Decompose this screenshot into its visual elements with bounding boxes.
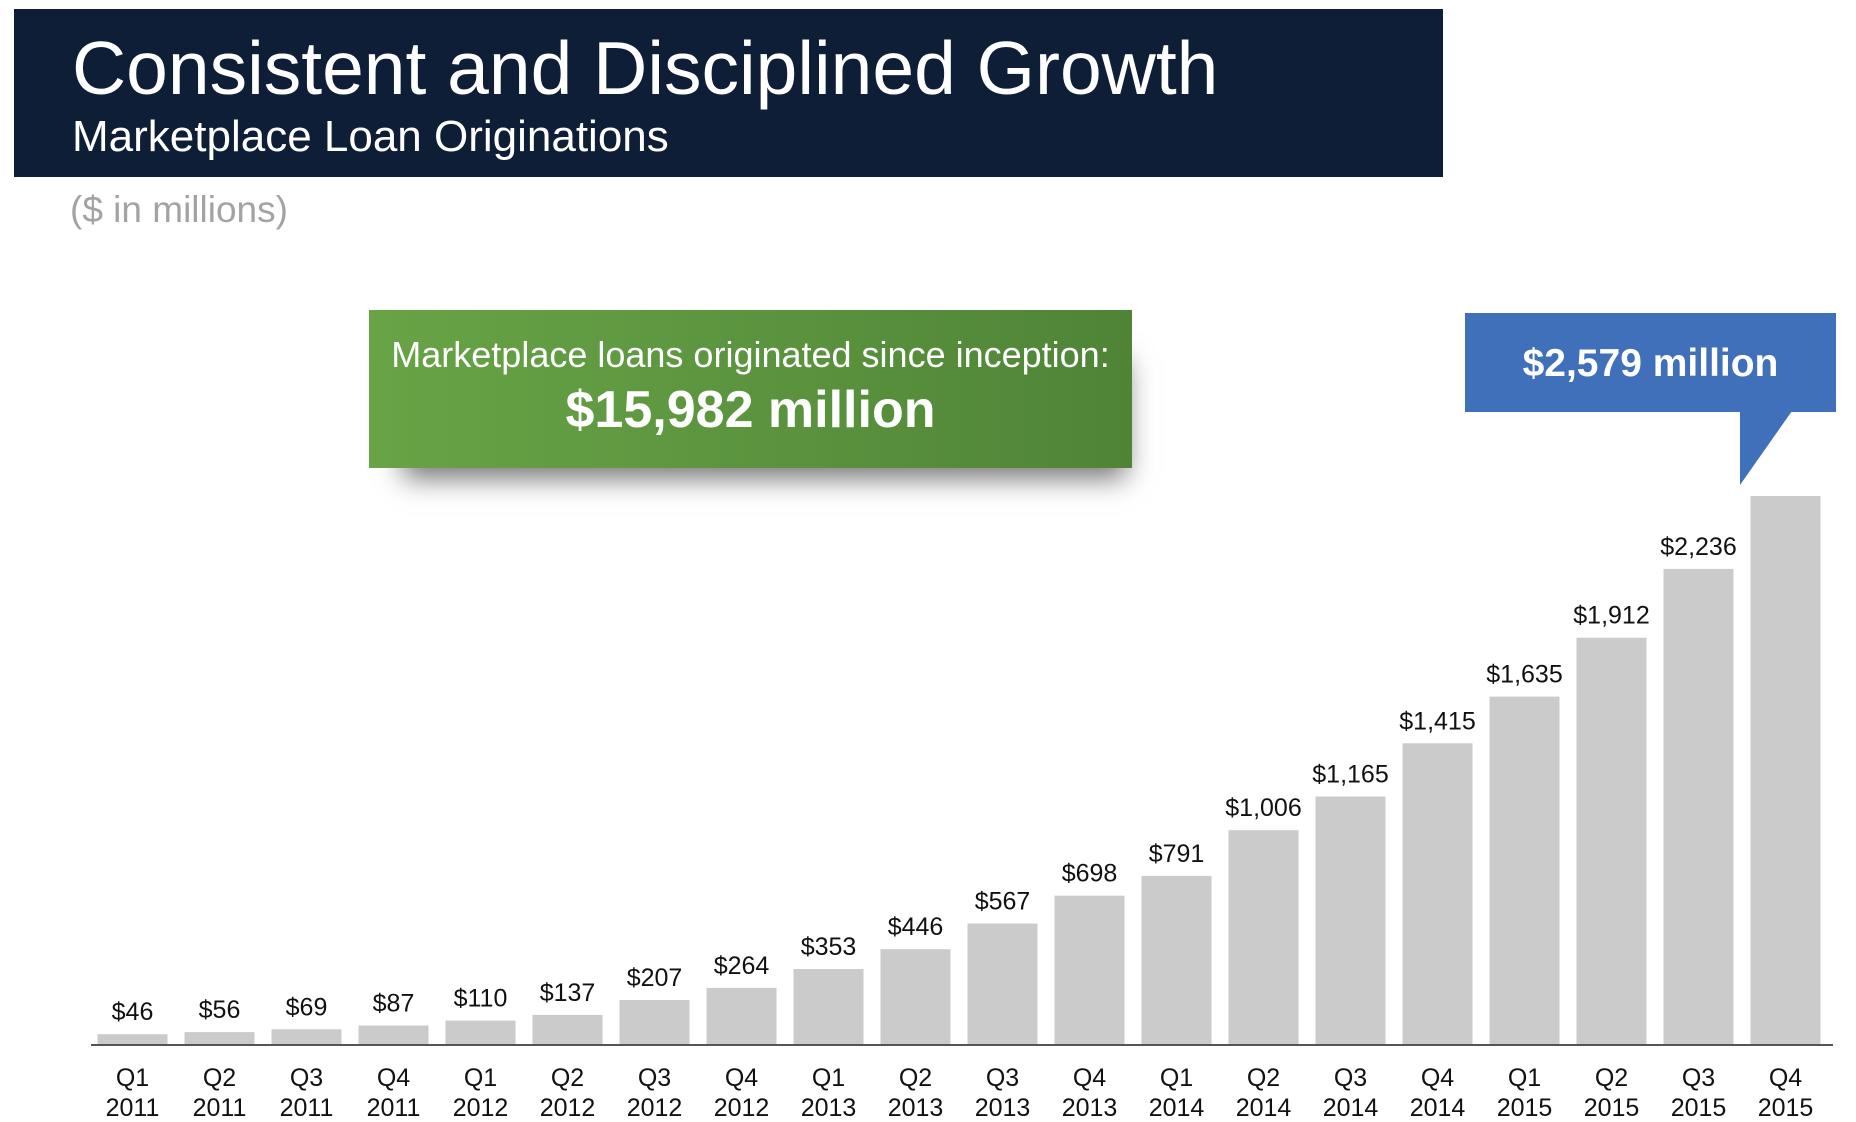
- data-label: $56: [199, 996, 241, 1024]
- bar: [1663, 568, 1734, 1044]
- bar: [184, 1032, 255, 1044]
- x-tick-label-quarter: Q3: [638, 1064, 671, 1092]
- latest-quarter-callout: $2,579 million: [1465, 313, 1836, 412]
- data-label: $567: [975, 888, 1031, 916]
- x-tick-label-quarter: Q1: [812, 1064, 845, 1092]
- data-label: $264: [714, 952, 770, 980]
- x-tick-label-year: 2012: [540, 1094, 596, 1122]
- bar: [619, 1000, 690, 1044]
- x-tick-label-year: 2012: [714, 1094, 770, 1122]
- bar: [1489, 696, 1560, 1044]
- bar: [706, 987, 777, 1044]
- x-tick-label-year: 2012: [627, 1094, 683, 1122]
- bar: [358, 1025, 429, 1044]
- x-tick-label-year: 2015: [1671, 1094, 1727, 1122]
- x-tick-label-year: 2014: [1236, 1094, 1292, 1122]
- x-tick-label-year: 2015: [1758, 1094, 1814, 1122]
- x-tick-label-quarter: Q2: [1247, 1064, 1280, 1092]
- bar: [445, 1020, 516, 1044]
- data-label: $137: [540, 979, 596, 1007]
- bar: [532, 1014, 603, 1044]
- bar: [1750, 496, 1821, 1044]
- x-tick-label-quarter: Q2: [551, 1064, 584, 1092]
- x-tick-label-quarter: Q1: [1508, 1064, 1541, 1092]
- data-label: $1,165: [1312, 761, 1388, 789]
- data-label: $1,006: [1225, 794, 1301, 822]
- bar: [97, 1034, 168, 1044]
- x-tick-label-year: 2013: [1062, 1094, 1118, 1122]
- data-label: $1,415: [1399, 707, 1475, 735]
- x-tick-label-year: 2014: [1323, 1094, 1379, 1122]
- x-tick-label-quarter: Q2: [203, 1064, 236, 1092]
- x-tick-label-quarter: Q4: [1769, 1064, 1802, 1092]
- x-tick-label-year: 2011: [280, 1094, 334, 1122]
- x-tick-label-year: 2011: [193, 1094, 247, 1122]
- data-label: $698: [1062, 860, 1118, 888]
- data-label: $446: [888, 913, 944, 941]
- x-tick-label-quarter: Q4: [377, 1064, 410, 1092]
- x-tick-label-quarter: Q1: [116, 1064, 149, 1092]
- data-label: $1,635: [1486, 661, 1562, 689]
- x-tick-label-year: 2011: [106, 1094, 160, 1122]
- data-label: $2,236: [1660, 533, 1736, 561]
- x-tick-label-quarter: Q4: [725, 1064, 758, 1092]
- data-label: $46: [112, 998, 154, 1026]
- x-tick-label-quarter: Q4: [1073, 1064, 1106, 1092]
- data-label: $207: [627, 964, 683, 992]
- x-tick-label-quarter: Q1: [1160, 1064, 1193, 1092]
- x-tick-label-quarter: Q4: [1421, 1064, 1454, 1092]
- x-tick-label-year: 2013: [801, 1094, 857, 1122]
- page-title: Consistent and Disciplined Growth: [72, 26, 1219, 110]
- data-label: $69: [286, 993, 328, 1021]
- title-banner: Consistent and Disciplined Growth Market…: [14, 9, 1443, 177]
- page-subtitle: Marketplace Loan Originations: [72, 112, 669, 161]
- x-tick-label-year: 2011: [367, 1094, 421, 1122]
- x-tick-label-year: 2013: [888, 1094, 944, 1122]
- x-tick-label-quarter: Q2: [899, 1064, 932, 1092]
- bar: [1315, 796, 1386, 1044]
- x-tick-label-quarter: Q3: [1682, 1064, 1715, 1092]
- bar: [1228, 830, 1299, 1044]
- x-tick-label-year: 2014: [1410, 1094, 1466, 1122]
- units-note: ($ in millions): [70, 189, 288, 230]
- bar: [793, 969, 864, 1044]
- bar: [1402, 743, 1473, 1044]
- data-label: $791: [1149, 840, 1205, 868]
- x-tick-label-year: 2013: [975, 1094, 1031, 1122]
- data-label: $1,912: [1573, 602, 1649, 630]
- x-tick-label-year: 2012: [453, 1094, 509, 1122]
- inception-value: $15,982 million: [565, 381, 936, 439]
- x-tick-label-quarter: Q1: [464, 1064, 497, 1092]
- inception-callout: Marketplace loans originated since incep…: [369, 310, 1132, 468]
- inception-label: Marketplace loans originated since incep…: [391, 334, 1110, 375]
- data-label: $353: [801, 933, 857, 961]
- bar: [1141, 875, 1212, 1044]
- bar: [1576, 637, 1647, 1044]
- latest-quarter-value: $2,579 million: [1522, 342, 1779, 385]
- bar: [967, 923, 1038, 1044]
- data-label: $110: [454, 985, 508, 1013]
- x-tick-label-year: 2015: [1584, 1094, 1640, 1122]
- data-label: $87: [373, 990, 415, 1018]
- x-tick-label-quarter: Q3: [1334, 1064, 1367, 1092]
- bar: [880, 949, 951, 1044]
- x-tick-label-quarter: Q3: [290, 1064, 323, 1092]
- x-tick-label-quarter: Q2: [1595, 1064, 1628, 1092]
- bar: [271, 1029, 342, 1044]
- bar: [1054, 895, 1125, 1044]
- x-tick-label-year: 2014: [1149, 1094, 1205, 1122]
- callout-pointer: [1740, 411, 1792, 485]
- x-tick-label-quarter: Q3: [986, 1064, 1019, 1092]
- x-tick-label-year: 2015: [1497, 1094, 1553, 1122]
